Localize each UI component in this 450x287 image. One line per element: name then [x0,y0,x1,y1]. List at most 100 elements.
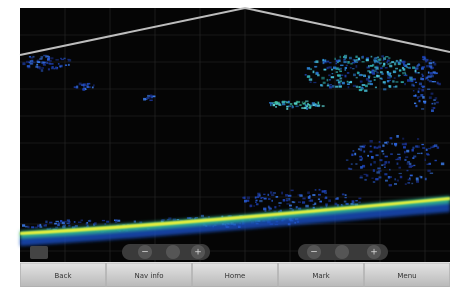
echo-dot [41,69,43,72]
echo-dot [391,61,394,63]
echo-dot [420,176,422,178]
echo-dot [340,77,343,79]
echo-dot [394,183,397,185]
echo-dot [371,178,373,179]
echo-dot [415,82,417,83]
echo-dot [425,60,427,62]
echo-dot [396,135,399,138]
echo-dot [281,192,283,195]
echo-dot [428,148,431,149]
echo-dot [419,100,421,102]
softkey-bar: BackNav infoHomeMarkMenu [21,263,450,287]
echo-dot [274,206,276,208]
echo-dot [399,173,402,174]
echo-dot [417,138,419,140]
echo-dot [345,197,347,198]
echo-dot [339,68,342,70]
echo-dot [430,147,433,149]
echo-dot [22,224,25,226]
softkey-label: Nav info [134,272,163,280]
echo-dot [368,75,370,77]
echo-dot [427,77,429,78]
echo-dot [307,192,310,194]
echo-dot [383,88,386,90]
echo-dot [282,101,285,104]
echo-dot [104,223,106,225]
echo-dot [370,146,372,148]
echo-dot [417,153,420,154]
echo-dot [413,78,416,80]
echo-dot [350,63,352,65]
echo-dot [410,81,413,83]
echo-dot [410,165,413,167]
echo-dot [276,197,278,198]
echo-dot [421,89,424,92]
echo-dot [373,59,376,60]
echo-dot [381,78,383,80]
echo-dot [392,80,394,82]
echo-dot [412,149,414,152]
echo-dot [384,161,387,164]
echo-dot [296,206,298,208]
echo-dot [288,101,290,103]
echo-dot [374,70,376,71]
echo-dot [325,203,328,205]
echo-dot [418,91,420,93]
echo-dot [380,67,382,69]
echo-dot [395,68,398,70]
echo-dot [55,227,58,229]
echo-dot [411,84,414,87]
echo-dot [298,208,301,210]
echo-dot [438,83,440,85]
echo-dot [351,203,354,205]
echo-dot [279,205,281,207]
echo-dot [367,70,370,72]
echo-dot [395,159,398,160]
echo-dot [346,160,348,161]
echo-dot [318,199,320,200]
echo-dot [355,200,358,201]
zoom-in-label: + [194,248,202,258]
echo-dot [368,65,370,67]
echo-dot [268,194,270,196]
echo-dot [339,85,342,87]
echo-dot [87,225,89,227]
echo-dot [434,103,436,105]
echo-dot [389,184,391,186]
echo-dot [321,77,324,80]
echo-dot [275,101,278,103]
zoom-level[interactable] [166,245,180,259]
echo-dot [415,70,417,73]
echo-dot [381,55,384,57]
echo-dot [425,178,427,180]
echo-dot [31,226,34,228]
echo-dot [402,138,404,140]
echo-dot [360,176,363,177]
echo-dot [289,205,292,207]
echo-dot [421,86,423,87]
echo-dot [325,59,327,62]
echo-dot [331,76,334,78]
zoom-level[interactable] [335,245,349,259]
echo-dot [370,163,372,165]
echo-dot [405,183,407,185]
echo-dot [271,200,273,202]
echo-dot [376,154,379,156]
echo-dot [298,202,301,203]
zoom-left: − + [122,244,210,260]
echo-dot [259,200,262,202]
echo-dot [358,198,361,200]
echo-dot [415,146,418,148]
echo-dot [377,168,380,170]
echo-dot [286,200,289,201]
echo-dot [433,72,436,74]
mode-button[interactable] [30,246,48,259]
echo-dot [385,67,388,68]
zoom-in-label: + [370,248,378,258]
echo-dot [63,225,66,226]
echo-dot [387,80,389,82]
echo-dot [299,104,301,106]
echo-dot [399,69,401,71]
echo-dot [379,176,382,178]
echo-dot [436,72,438,74]
